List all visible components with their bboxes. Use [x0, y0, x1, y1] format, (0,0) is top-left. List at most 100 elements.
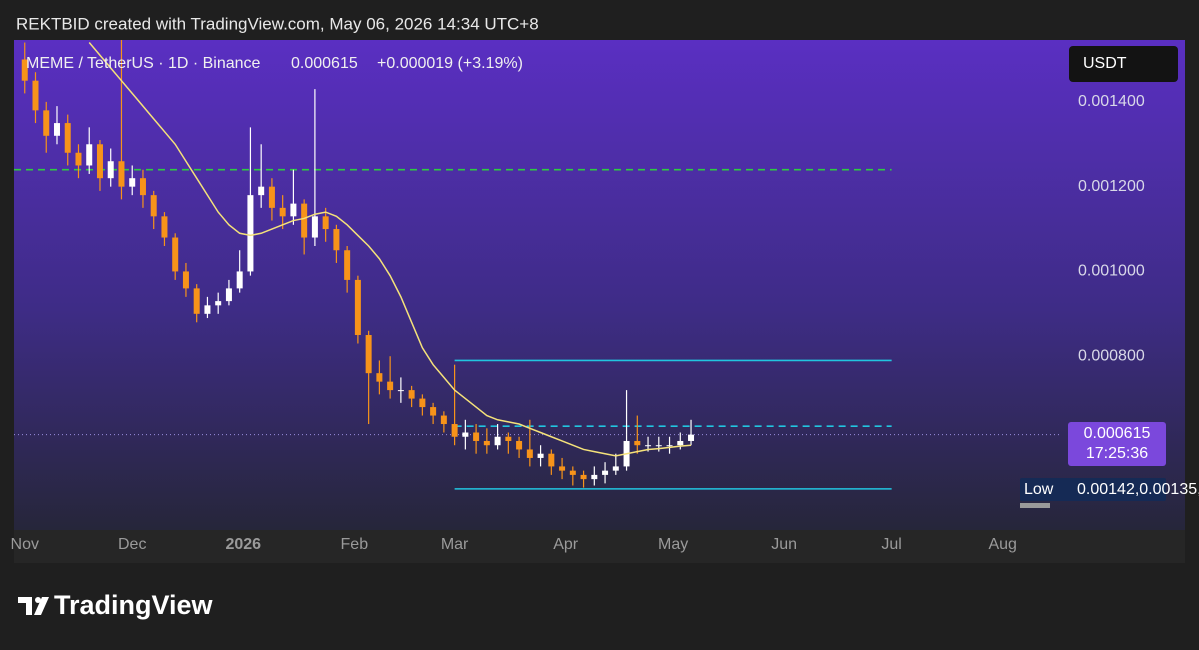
candle-body: [86, 144, 93, 166]
candle-body: [150, 195, 157, 217]
x-tick-label: Jul: [881, 536, 901, 553]
plot: [14, 40, 1060, 490]
candle-body: [268, 186, 275, 208]
header-price: 0.000615: [291, 55, 358, 72]
x-tick-label: Mar: [441, 536, 469, 553]
candle-body: [129, 178, 136, 187]
currency[interactable]: USDT: [1083, 55, 1127, 72]
candle-body: [215, 301, 222, 306]
candle-body: [591, 474, 598, 480]
candle-body: [634, 440, 641, 446]
candle-body: [53, 123, 60, 136]
candle-body: [516, 440, 523, 450]
candle-body: [580, 474, 587, 480]
candle-body: [408, 390, 415, 399]
candle-body: [32, 80, 39, 111]
y-tick-label: 0.001000: [1078, 263, 1145, 280]
brand: TradingView: [54, 590, 214, 620]
x-tick-label: Nov: [11, 536, 39, 553]
candle-body: [440, 415, 447, 425]
logo-mark: [18, 597, 49, 615]
x-tick-label: May: [658, 536, 688, 553]
logo-dot: [35, 597, 41, 603]
candle-body: [107, 161, 114, 179]
currency-button[interactable]: [1069, 46, 1178, 82]
logo: TradingView: [18, 590, 214, 620]
candle-body: [344, 250, 351, 280]
candle-body: [161, 216, 168, 238]
y-tick-label: 0.001400: [1078, 93, 1145, 110]
candle-body: [279, 207, 286, 217]
candle-body: [537, 453, 544, 458]
y-tick-label: 0.001200: [1078, 178, 1145, 195]
candle-body: [677, 440, 684, 446]
candle-body: [462, 432, 469, 437]
y-tick-label: 0.000800: [1078, 347, 1145, 364]
candle-body: [139, 178, 146, 196]
candle-body: [64, 123, 71, 153]
countdown: 17:25:36: [1086, 445, 1148, 462]
candle-body: [118, 161, 125, 187]
x-tick-label: Dec: [118, 536, 146, 553]
low-label-box: [1020, 478, 1166, 501]
candle-body: [322, 216, 329, 230]
candle-body: [182, 271, 189, 289]
candle-body: [526, 449, 533, 458]
candle-body: [548, 453, 555, 467]
candle-body: [451, 424, 458, 437]
overlay: 0.000800 0.001000 0.001200 0.001400 Nov Dec 20…: [11, 93, 1145, 553]
candle-body: [602, 470, 609, 475]
low-value: 0.00142,0.00135,0.00128,0.0013,0.00125,0…: [1077, 481, 1199, 498]
candle-body: [311, 216, 318, 238]
candle-body: [376, 373, 383, 382]
candle-body: [688, 434, 695, 441]
candle-body: [258, 186, 265, 196]
symbol-title: MEME / TetherUS · 1D · Binance: [26, 55, 261, 72]
candle-body: [333, 229, 340, 251]
low-marker: [1020, 503, 1050, 508]
candle-body: [236, 271, 243, 289]
header-change: +0.000019 (+3.19%): [377, 55, 523, 72]
candle-body: [612, 466, 619, 471]
candle-body: [505, 436, 512, 441]
candle-body: [569, 470, 576, 475]
attribution: REKTBID created with TradingView.com, Ma…: [16, 14, 539, 33]
candle-body: [172, 237, 179, 272]
candle-body: [473, 432, 480, 441]
candle-body: [655, 445, 662, 447]
x-tick-label: Aug: [988, 536, 1016, 553]
x-tick-label: Apr: [553, 536, 579, 553]
x-tick-label: Jun: [771, 536, 797, 553]
plot-background: [14, 40, 1185, 530]
candle-body: [75, 152, 82, 166]
time-axis-background: [14, 530, 1185, 563]
candle-body: [397, 390, 404, 392]
candle-body: [21, 59, 28, 81]
moving-average: [88, 42, 692, 457]
candle-body: [301, 203, 308, 238]
candle-body: [193, 288, 200, 314]
candle-body: [247, 195, 254, 272]
price-label-box: [1068, 422, 1166, 466]
candle-body: [43, 110, 50, 136]
candle-body: [387, 381, 394, 391]
x-tick-label: Feb: [341, 536, 369, 553]
x-tick-label: 2026: [225, 536, 261, 553]
price-label: 0.000615: [1084, 425, 1151, 442]
candle-body: [419, 398, 426, 408]
candle-body: [96, 144, 103, 179]
candle-body: [483, 440, 490, 446]
low-text: Low: [1024, 481, 1054, 498]
candle-body: [354, 279, 361, 336]
candle-body: [290, 203, 297, 217]
candle-body: [645, 445, 652, 447]
candle-body: [666, 445, 673, 447]
candle-body: [430, 407, 437, 416]
candle-body: [494, 436, 501, 446]
candle-body: [204, 305, 211, 314]
candle-body: [225, 288, 232, 302]
candle-body: [365, 335, 372, 374]
candle-body: [559, 466, 566, 471]
